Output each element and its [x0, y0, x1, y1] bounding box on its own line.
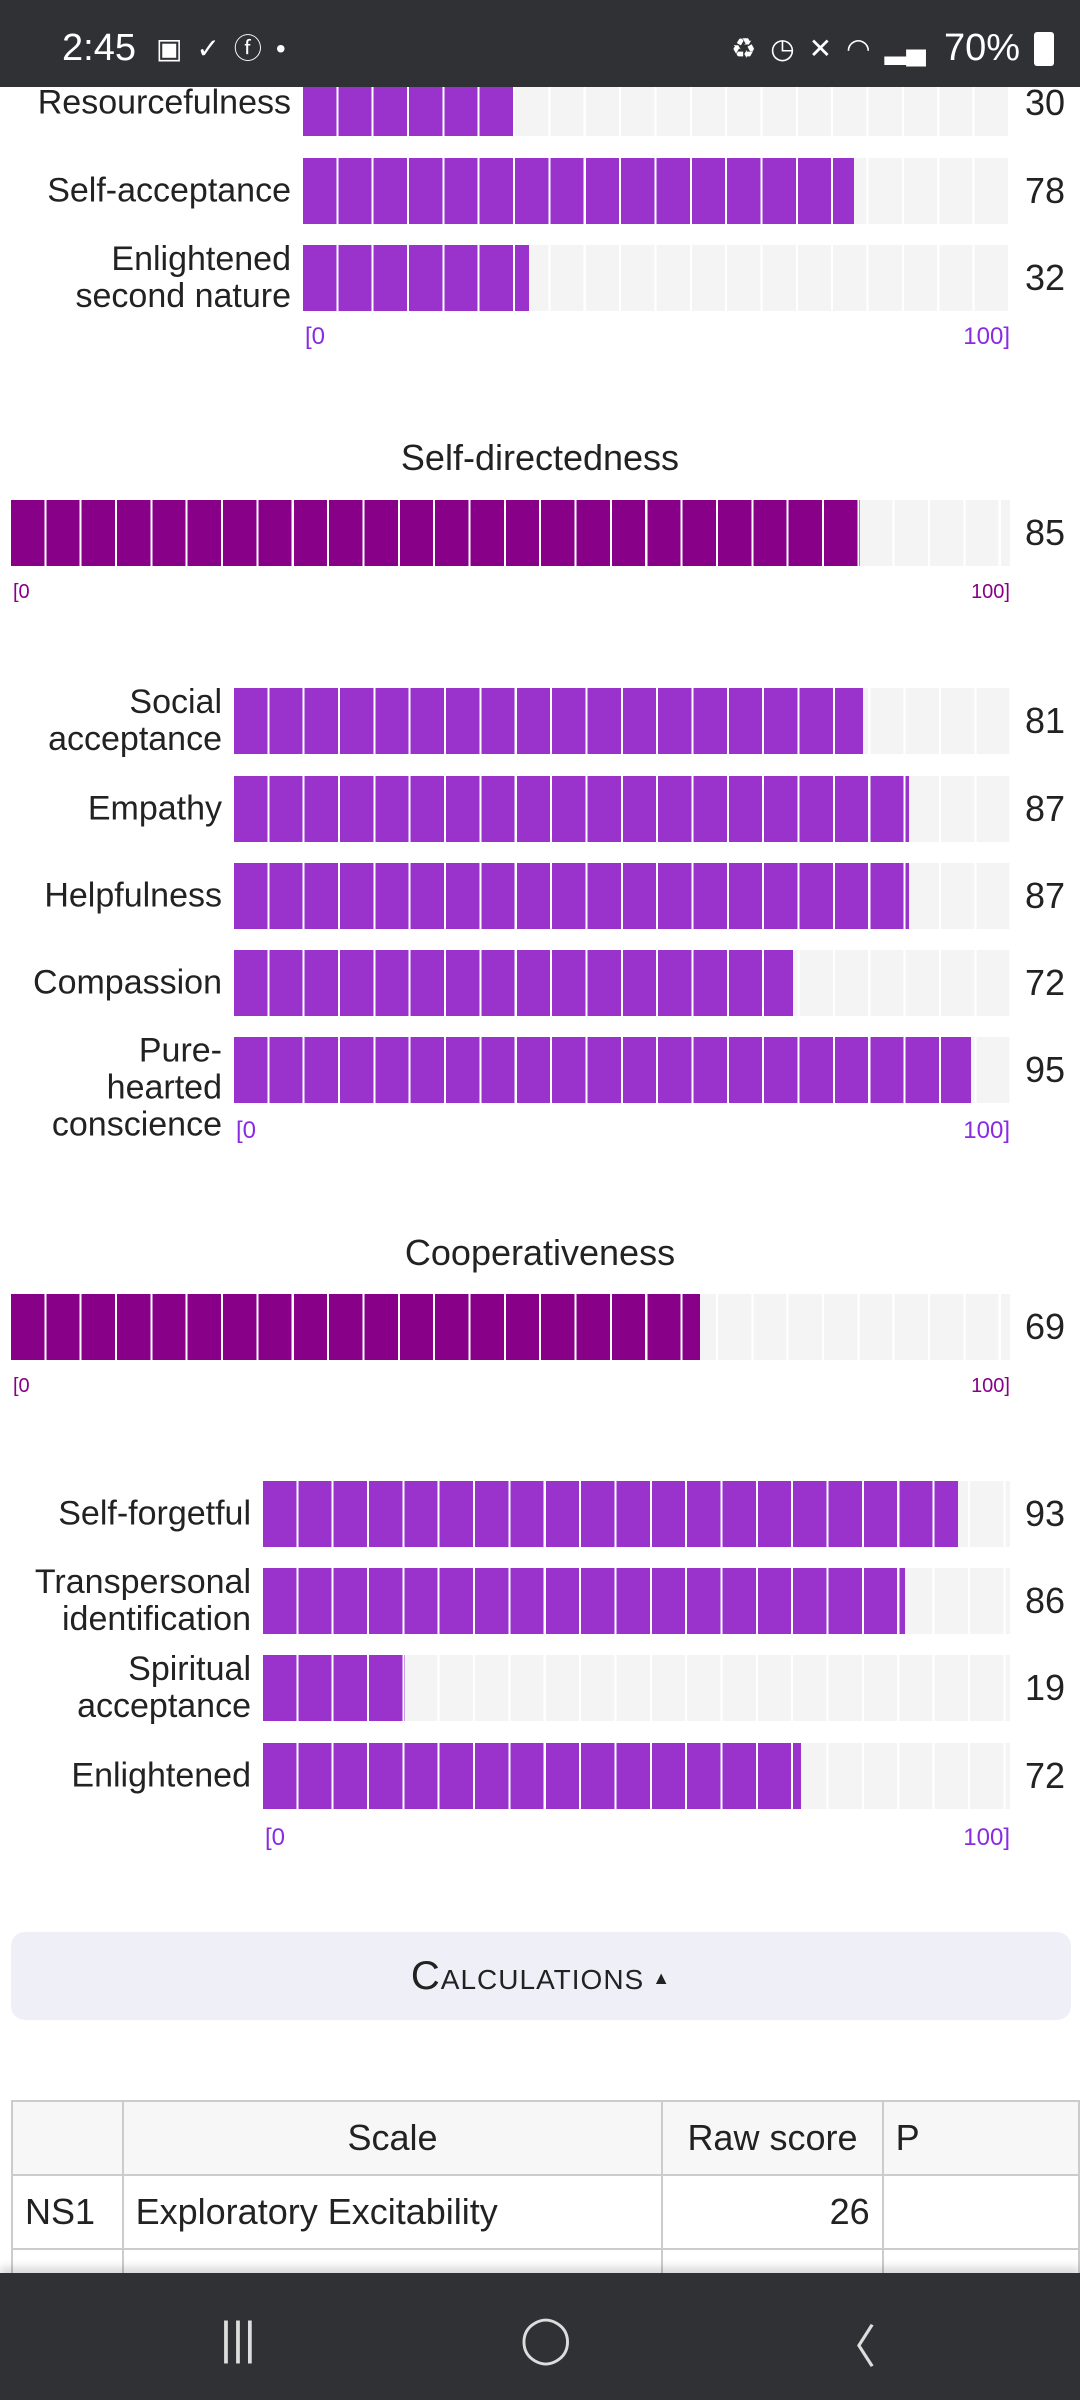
- bar-label: Pure- hearted conscience: [51, 1031, 222, 1144]
- axis-max-label: 100]: [963, 323, 1010, 350]
- bar-label: Social acceptance: [48, 683, 222, 758]
- bar-track: [11, 1294, 1010, 1360]
- home-button[interactable]: ◯: [520, 2312, 572, 2364]
- bar-fill: [234, 776, 910, 842]
- gallery-icon: ▣: [155, 32, 183, 64]
- axis-min-label: [0: [305, 323, 326, 350]
- bar-value: 72: [1025, 1755, 1066, 1796]
- bar-fill: [303, 245, 530, 311]
- chart-title: Self-directedness: [400, 437, 680, 478]
- bar-value: 93: [1025, 1493, 1066, 1534]
- bar-fill: [263, 1655, 405, 1721]
- bar-fill: [11, 1294, 701, 1360]
- bar-value: 32: [1025, 257, 1066, 298]
- bar-label: Enlightened: [71, 1756, 251, 1795]
- header-code: [11, 2100, 124, 2176]
- bar-value: 87: [1025, 875, 1066, 916]
- axis-min-label: [0: [13, 581, 30, 603]
- bar-label: Transpersonal identification: [34, 1563, 251, 1638]
- back-button[interactable]: 〈: [830, 2321, 876, 2373]
- bar-track: [234, 863, 1010, 929]
- axis-max-label: 100]: [963, 1117, 1010, 1144]
- bar-track: [234, 776, 1010, 842]
- axis-max-label: 100]: [963, 1824, 1010, 1851]
- bar-track: [234, 1037, 1010, 1103]
- axis-min-label: [0: [265, 1824, 286, 1851]
- navigation-bar: ||| ◯ 〈: [0, 2273, 1080, 2400]
- calculations-label: Calculations: [410, 1954, 645, 1998]
- header-percentile: P: [881, 2100, 1080, 2176]
- bar-label: Compassion: [33, 963, 222, 1002]
- bar-track: [263, 1568, 1010, 1634]
- bar-fill: [234, 1037, 972, 1103]
- axis-min-label: [0: [236, 1117, 257, 1144]
- bar-fill: [234, 950, 793, 1016]
- bar-track: [11, 500, 1010, 566]
- bar-track: [234, 950, 1010, 1016]
- table-header-row: Scale Raw score P: [11, 2100, 1080, 2176]
- bar-fill: [11, 500, 861, 566]
- bar-fill: [234, 688, 863, 754]
- bar-track: [263, 1743, 1010, 1809]
- bar-fill: [234, 863, 910, 929]
- status-right: ♻ ◷ ✕ ◠ ▂▄ 70%: [731, 27, 1054, 70]
- bar-value: 72: [1025, 962, 1066, 1003]
- bar-track: [263, 1481, 1010, 1547]
- battery-saver-icon: ♻: [731, 32, 757, 64]
- cell-raw-score: 26: [661, 2174, 884, 2250]
- recents-button[interactable]: |||: [220, 2312, 256, 2364]
- wifi-icon: ◠: [846, 32, 871, 64]
- signal-icon: ▂▄: [884, 32, 926, 64]
- caret-up-icon: ▲: [652, 1968, 672, 1989]
- bar-fill: [263, 1743, 801, 1809]
- bar-value: 69: [1025, 1306, 1066, 1347]
- bar-fill: [263, 1568, 906, 1634]
- dot-icon: •: [275, 32, 286, 64]
- bar-label: Helpfulness: [44, 876, 222, 915]
- bar-label: Self-acceptance: [47, 171, 291, 210]
- bar-value: 95: [1025, 1049, 1066, 1090]
- bar-track: [303, 158, 1010, 224]
- axis-max-label: 100]: [971, 1375, 1010, 1397]
- axis-max-label: 100]: [971, 581, 1010, 603]
- chart-title: Cooperativeness: [404, 1232, 676, 1273]
- bar-label: Empathy: [87, 789, 222, 828]
- status-left: 2:45 ▣ ✓ ⓕ •: [62, 27, 286, 70]
- bar-track: [303, 245, 1010, 311]
- bar-track: [263, 1655, 1010, 1721]
- cell-code: NS1: [11, 2174, 124, 2250]
- battery-percent: 70%: [943, 27, 1020, 69]
- bar-fill: [303, 158, 855, 224]
- header-raw-score: Raw score: [661, 2100, 884, 2176]
- bar-label: Enlightened second nature: [75, 240, 292, 315]
- mute-icon: ✕: [808, 32, 833, 64]
- bar-label: Resourcefulness: [37, 83, 291, 122]
- download-done-icon: ✓: [196, 32, 220, 64]
- header-scale: Scale: [121, 2100, 664, 2176]
- bar-value: 30: [1025, 82, 1066, 123]
- bar-value: 81: [1025, 700, 1066, 741]
- bar-value: 19: [1025, 1667, 1066, 1708]
- calculations-toggle-button[interactable]: Calculations ▲: [11, 1932, 1071, 2020]
- bar-fill: [263, 1481, 958, 1547]
- bar-value: 87: [1025, 788, 1066, 829]
- bar-value: 86: [1025, 1580, 1066, 1621]
- facebook-icon: ⓕ: [233, 32, 262, 64]
- bar-track: [234, 688, 1010, 754]
- bar-value: 85: [1025, 512, 1066, 553]
- status-bar: 2:45 ▣ ✓ ⓕ • ♻ ◷ ✕ ◠ ▂▄ 70%: [0, 0, 1080, 87]
- battery-icon: [1034, 31, 1054, 66]
- status-time: 2:45: [62, 27, 136, 69]
- table-row: NS1 Exploratory Excitability 26: [11, 2174, 1080, 2250]
- cell-percentile: [881, 2174, 1080, 2250]
- bar-label: Self-forgetful: [58, 1494, 251, 1533]
- alarm-icon: ◷: [770, 32, 795, 64]
- bar-value: 78: [1025, 170, 1066, 211]
- axis-min-label: [0: [13, 1375, 30, 1397]
- bar-label: Spiritual acceptance: [77, 1650, 251, 1725]
- cell-scale: Exploratory Excitability: [121, 2174, 664, 2250]
